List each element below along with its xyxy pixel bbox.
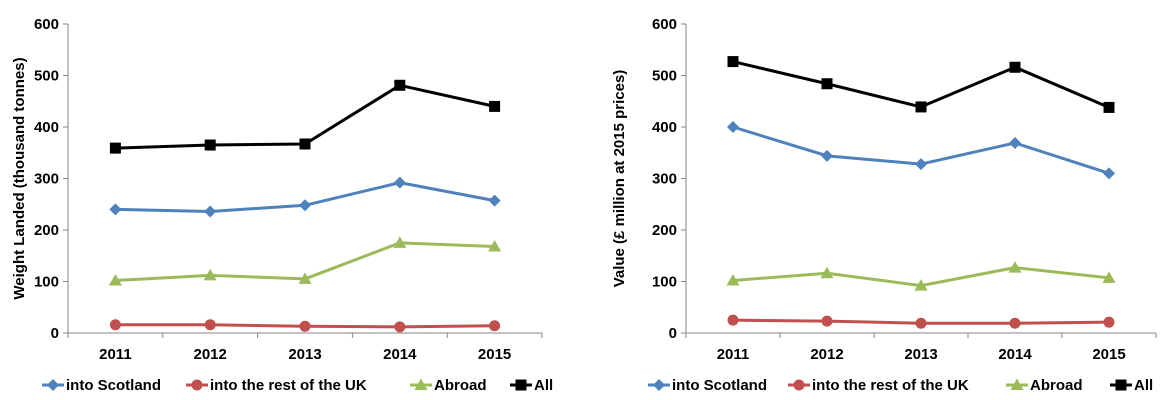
x-tick-label: 2011 xyxy=(717,346,750,363)
y-tick-label: 400 xyxy=(34,119,59,136)
data-point xyxy=(204,205,217,218)
data-point xyxy=(1102,271,1116,283)
data-point xyxy=(109,203,122,216)
data-point xyxy=(821,149,833,162)
legend-label: into the rest of the UK xyxy=(812,377,969,394)
y-tick-label: 300 xyxy=(652,171,677,188)
data-point xyxy=(488,194,501,207)
data-point xyxy=(204,139,216,151)
chart-value: 0 100 200 300 400 500 600 2011 2012 2013 2014 2015 V… xyxy=(611,16,1157,394)
y-tick-label: 300 xyxy=(34,171,59,188)
x-tick-label: 2013 xyxy=(288,346,321,363)
x-tick-label: 2014 xyxy=(998,346,1032,363)
legend-marker xyxy=(414,378,428,390)
data-point xyxy=(820,266,834,279)
y-axis-label: Value (£ million at 2015 prices) xyxy=(611,70,628,288)
legend-label: into Scotland xyxy=(66,377,161,394)
legend-marker xyxy=(515,379,527,391)
data-point xyxy=(488,239,502,252)
data-point xyxy=(393,236,407,248)
x-tick-label: 2012 xyxy=(810,346,843,363)
y-tick-label: 100 xyxy=(34,274,59,291)
legend-label: Abroad xyxy=(434,377,487,394)
y-tick-label: 200 xyxy=(34,222,59,239)
data-point xyxy=(394,79,406,91)
y-tick-label: 0 xyxy=(51,325,59,342)
legend-label: All xyxy=(534,377,553,394)
chart-weight-landed: 0 100 200 300 400 500 600 2011 2012 2013 2014 2015 W… xyxy=(11,16,553,394)
data-point xyxy=(1103,167,1115,180)
x-tick-label: 2015 xyxy=(478,346,511,363)
data-point xyxy=(1009,61,1021,73)
legend-marker xyxy=(191,379,203,391)
data-point xyxy=(726,273,740,286)
y-axis-label: Weight Landed (thousand tonnes) xyxy=(11,57,28,299)
y-tick-label: 100 xyxy=(652,274,677,291)
data-point xyxy=(1008,261,1022,273)
data-point xyxy=(299,138,311,150)
legend-label: All xyxy=(1134,377,1153,394)
legend-label: Abroad xyxy=(1030,377,1083,394)
y-tick-label: 400 xyxy=(652,119,677,136)
data-point xyxy=(914,279,928,291)
x-tick-label: 2014 xyxy=(383,346,417,363)
data-point xyxy=(821,315,833,327)
data-point xyxy=(1009,317,1021,329)
y-tick-label: 600 xyxy=(34,16,59,33)
x-tick-label: 2012 xyxy=(194,346,227,363)
x-tick-label: 2013 xyxy=(904,346,937,363)
data-point xyxy=(393,176,406,189)
data-point xyxy=(915,101,927,113)
data-point xyxy=(489,100,501,112)
data-point xyxy=(109,142,121,154)
data-point xyxy=(1103,101,1115,113)
data-point xyxy=(821,78,833,90)
data-point xyxy=(727,314,739,326)
legend-label: into the rest of the UK xyxy=(210,377,367,394)
data-point xyxy=(727,56,739,68)
data-point xyxy=(204,319,216,331)
data-point xyxy=(108,273,122,286)
x-tick-label: 2011 xyxy=(99,346,132,363)
data-point xyxy=(1009,136,1021,149)
data-point xyxy=(299,199,311,212)
data-point xyxy=(109,319,121,331)
data-point xyxy=(203,268,217,281)
data-point xyxy=(394,321,406,333)
data-point xyxy=(1103,316,1115,328)
legend-marker xyxy=(1010,378,1024,390)
y-tick-label: 600 xyxy=(652,16,677,33)
data-point xyxy=(299,320,311,332)
legend-marker xyxy=(793,379,805,391)
legend-label: into Scotland xyxy=(672,377,767,394)
legend-marker xyxy=(47,379,59,391)
y-tick-label: 0 xyxy=(669,325,677,342)
data-point xyxy=(298,272,312,284)
series-line-3 xyxy=(732,60,1110,109)
data-point xyxy=(489,320,501,332)
data-point xyxy=(915,317,927,329)
x-tick-label: 2015 xyxy=(1092,346,1125,363)
y-tick-label: 200 xyxy=(652,222,677,239)
data-point xyxy=(915,158,927,171)
legend-marker xyxy=(1115,379,1127,391)
y-tick-label: 500 xyxy=(652,68,677,85)
data-point xyxy=(727,121,739,133)
y-tick-label: 500 xyxy=(34,68,59,85)
legend-marker xyxy=(653,379,665,391)
